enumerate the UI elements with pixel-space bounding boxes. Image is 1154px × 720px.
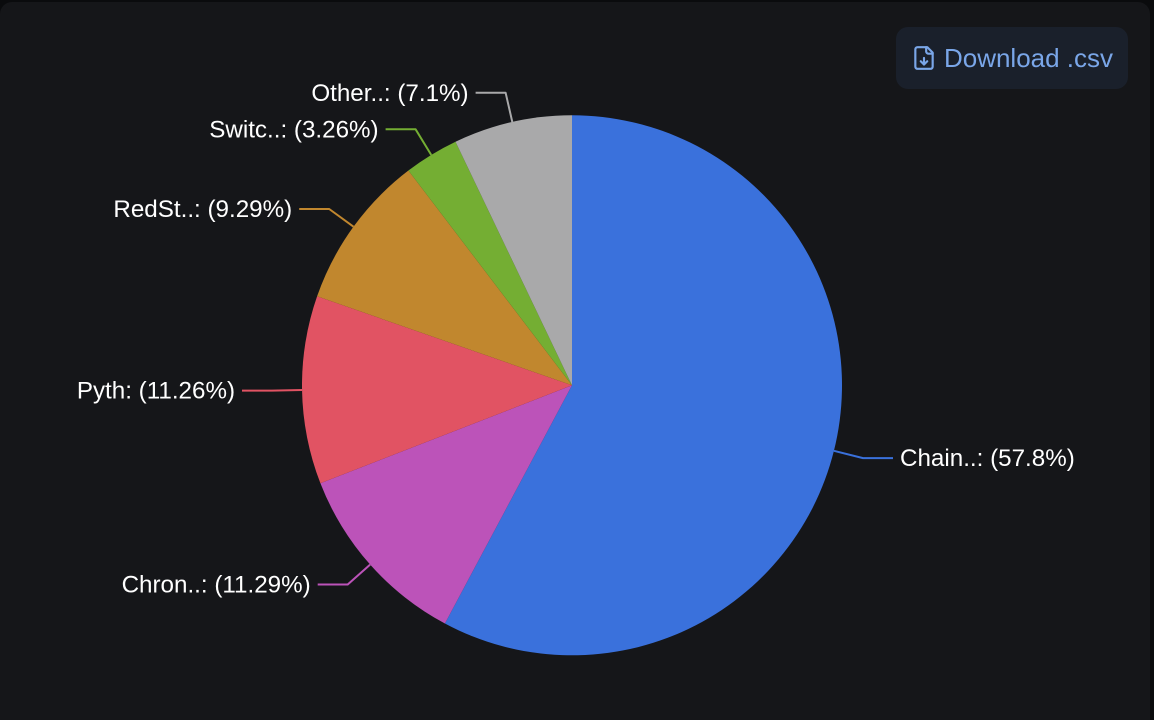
svg-text:Pyth: (11.26%): Pyth: (11.26%)	[77, 378, 235, 405]
svg-text:Chain..: (57.8%): Chain..: (57.8%)	[900, 445, 1075, 472]
svg-text:Other..: (7.1%): Other..: (7.1%)	[311, 80, 468, 107]
svg-text:Chron..: (11.29%): Chron..: (11.29%)	[122, 572, 311, 599]
svg-text:Switc..: (3.26%): Switc..: (3.26%)	[209, 116, 378, 143]
svg-text:RedSt..: (9.29%): RedSt..: (9.29%)	[113, 196, 292, 223]
